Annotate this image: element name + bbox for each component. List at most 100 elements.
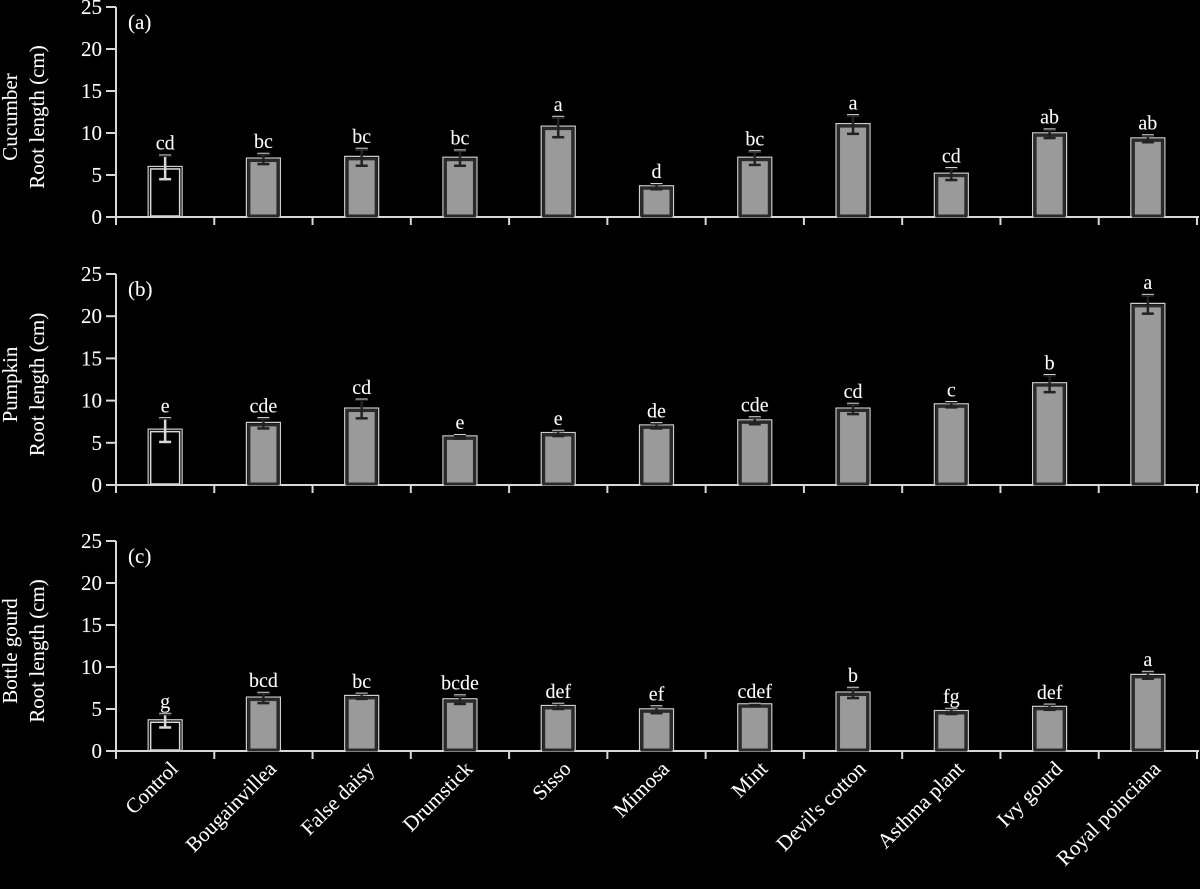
bar-rect <box>1033 133 1066 218</box>
error-bar <box>1043 128 1056 140</box>
bar-rect <box>837 409 870 486</box>
bar-rect <box>247 423 280 486</box>
error-bar <box>453 149 466 168</box>
significance-letter: def <box>545 681 571 703</box>
significance-letter: cd <box>352 377 371 399</box>
bar-rect <box>443 436 476 486</box>
significance-letter: bc <box>745 128 764 150</box>
significance-letter: e <box>554 408 563 430</box>
category-label: Sisso <box>527 757 575 805</box>
bar-sisso: e <box>540 408 576 486</box>
bar-asthma-plant: c <box>933 379 969 486</box>
error-bar <box>453 694 466 706</box>
error-bar <box>847 402 860 416</box>
significance-letter: cde <box>250 395 278 417</box>
error-bar <box>748 702 761 707</box>
y-tick-label: 25 <box>81 529 102 553</box>
significance-letter: bc <box>254 131 273 153</box>
bar-royal-poinciana: a <box>1130 649 1166 752</box>
significance-letter: ab <box>1040 107 1059 129</box>
bar-rect <box>1033 383 1066 486</box>
error-bar <box>159 154 172 181</box>
significance-letter: def <box>1037 682 1063 704</box>
panel-label: (c) <box>128 544 151 568</box>
y-axis-label-measure: Root length (cm) <box>25 313 49 456</box>
significance-letter: e <box>161 395 170 417</box>
significance-letter: b <box>848 665 858 687</box>
bar-mimosa: ef <box>638 683 675 752</box>
error-bar <box>552 429 565 438</box>
bar-rect <box>1131 304 1164 486</box>
bar-rect <box>149 721 181 751</box>
bar-rect <box>247 159 280 218</box>
bar-rect <box>1131 138 1164 218</box>
bar-rect <box>345 409 378 486</box>
error-bar <box>257 417 270 430</box>
bar-rect <box>837 124 870 218</box>
y-tick-label: 5 <box>92 697 103 721</box>
error-bar <box>650 182 663 191</box>
bar-rect <box>1131 675 1164 752</box>
bar-drumstick: e <box>442 412 478 486</box>
bar-rect <box>443 699 476 752</box>
error-bar <box>355 692 368 701</box>
bar-rect <box>837 693 870 752</box>
bar-asthma-plant: cd <box>933 145 969 218</box>
category-label: Royal poinciana <box>1052 756 1166 870</box>
bar-ivy-gourd: ab <box>1031 106 1068 218</box>
panel-c: 0 5 10 15 20 25 (c) Bottle gourd Root length (cm… <box>0 529 1199 763</box>
bar-control: cd <box>147 132 183 218</box>
significance-letter: a <box>554 94 563 116</box>
bar-rect <box>640 186 673 218</box>
error-bar <box>650 705 663 715</box>
y-tick-label: 5 <box>92 163 103 187</box>
bar-rect <box>935 711 968 752</box>
bar-rect <box>542 706 575 752</box>
error-bar <box>748 150 761 167</box>
bar-false-daisy: cd <box>344 377 380 486</box>
bar-asthma-plant: fg <box>933 686 969 752</box>
significance-letter: e <box>456 412 465 434</box>
y-tick-label: 25 <box>81 0 102 19</box>
panel-a: 0 5 10 15 20 25 (a) Cucumber Root length (cm) cd b… <box>0 0 1199 229</box>
significance-letter: a <box>849 92 858 114</box>
error-bar <box>453 433 466 440</box>
category-label: Devil's cotton <box>771 756 871 856</box>
bar-bougainvillea: bc <box>245 131 282 218</box>
category-label: Drumstick <box>398 756 478 836</box>
significance-letter: de <box>647 400 666 422</box>
bar-rect <box>542 127 575 218</box>
bar-rect <box>345 157 378 218</box>
bar-royal-poinciana: ab <box>1130 112 1166 218</box>
significance-letter: bc <box>451 128 470 150</box>
bar-devil-s-cotton: b <box>835 665 871 752</box>
error-bar <box>355 147 368 168</box>
panel-label: (b) <box>128 277 153 301</box>
category-label: Ivy gourd <box>992 756 1067 831</box>
bar-false-daisy: bc <box>344 126 380 218</box>
significance-letter: ab <box>1138 113 1157 135</box>
bar-devil-s-cotton: cd <box>835 381 871 486</box>
y-tick-label: 10 <box>81 389 102 413</box>
bar-sisso: def <box>540 681 576 752</box>
category-label: Asthma plant <box>872 756 969 853</box>
category-label: False daisy <box>296 756 380 840</box>
significance-letter: cd <box>844 381 863 403</box>
panel-label: (a) <box>128 10 151 34</box>
error-bar <box>552 702 565 711</box>
bar-bougainvillea: cde <box>245 395 282 486</box>
y-tick-label: 10 <box>81 655 102 679</box>
error-bar <box>257 152 270 166</box>
bar-rect <box>738 704 771 752</box>
bar-rect <box>443 158 476 218</box>
bar-ivy-gourd: def <box>1031 682 1068 752</box>
bar-rect <box>247 698 280 752</box>
error-bar <box>945 167 958 182</box>
y-tick-label: 15 <box>81 79 102 103</box>
y-axis-label-crop: Cucumber <box>0 73 22 160</box>
significance-letter: bc <box>352 126 371 148</box>
error-bar <box>552 115 565 139</box>
error-bar <box>1043 374 1056 394</box>
